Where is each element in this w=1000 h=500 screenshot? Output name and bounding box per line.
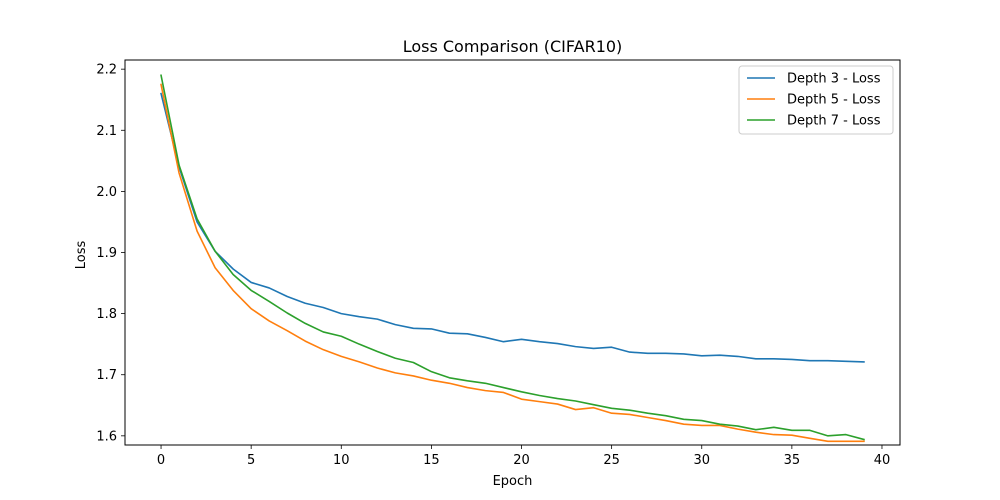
series-line-depth-7 (160, 74, 865, 441)
x-tick-label: 15 (423, 453, 440, 468)
series-line-depth-3 (160, 92, 865, 363)
x-tick-label: 40 (874, 453, 891, 468)
x-tick-label: 5 (247, 453, 255, 468)
x-tick-label: 10 (333, 453, 350, 468)
chart-title: Loss Comparison (CIFAR10) (403, 37, 623, 56)
legend-box (738, 65, 894, 135)
x-tick-label: 0 (157, 453, 165, 468)
y-tick-label: 2.1 (96, 124, 117, 139)
y-tick-label: 1.9 (96, 246, 117, 261)
y-tick-label: 1.7 (96, 368, 117, 383)
legend-label: Depth 7 - Loss (787, 114, 881, 129)
y-tick-label: 2.2 (96, 63, 117, 78)
x-tick-label: 20 (513, 453, 530, 468)
y-axis-ticks: 1.6 1.7 1.8 1.9 2.0 2.1 2.2 (96, 63, 125, 444)
y-tick-label: 1.8 (96, 307, 117, 322)
x-axis-title: Epoch (493, 474, 533, 489)
series-line-depth-5 (160, 83, 865, 443)
x-axis-ticks: 0 5 10 15 20 25 30 35 40 (157, 445, 890, 468)
legend: Depth 3 - Loss Depth 5 - Loss Depth 7 - Lo… (738, 65, 894, 135)
y-tick-label: 2.0 (96, 185, 117, 200)
legend-label: Depth 3 - Loss (787, 72, 881, 87)
x-tick-label: 30 (693, 453, 710, 468)
y-axis-title: Loss (74, 241, 89, 270)
x-tick-label: 35 (784, 453, 801, 468)
plot-lines (160, 74, 865, 443)
legend-label: Depth 5 - Loss (787, 93, 881, 108)
y-tick-label: 1.6 (96, 429, 117, 444)
x-tick-label: 25 (603, 453, 620, 468)
